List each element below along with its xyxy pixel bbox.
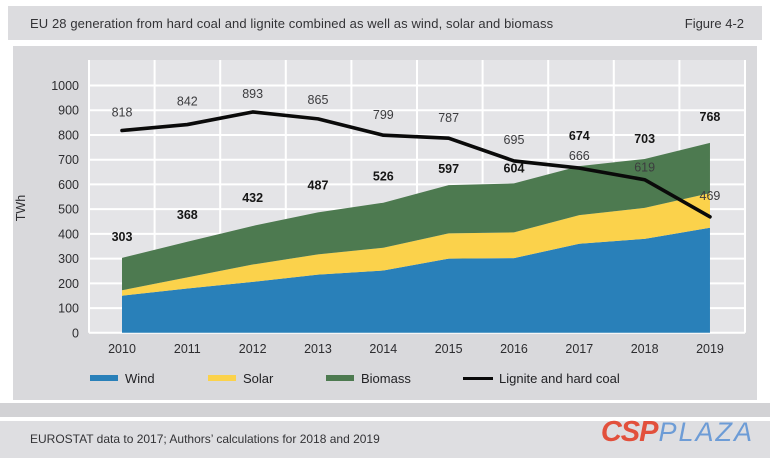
svg-text:597: 597 [438,162,459,176]
logo-csp-text: CSP [600,416,659,448]
svg-text:900: 900 [58,104,79,118]
svg-text:526: 526 [373,170,394,184]
svg-text:300: 300 [58,252,79,266]
svg-text:2014: 2014 [369,342,397,356]
svg-text:368: 368 [177,208,198,222]
svg-text:100: 100 [58,302,79,316]
svg-text:0: 0 [72,326,79,340]
svg-text:674: 674 [569,129,590,143]
source-note: EUROSTAT data to 2017; Authors’ calculat… [30,432,380,446]
wind-swatch-icon [90,375,118,381]
svg-text:768: 768 [700,110,721,124]
svg-text:2012: 2012 [239,342,267,356]
svg-text:500: 500 [58,203,79,217]
svg-text:432: 432 [242,191,263,205]
figure-header: EU 28 generation from hard coal and lign… [8,6,762,40]
svg-text:799: 799 [373,108,394,122]
svg-text:2011: 2011 [174,342,201,356]
svg-text:2015: 2015 [435,342,463,356]
legend-label-biomass: Biomass [361,370,411,386]
legend-item-biomass: Biomass [326,368,411,388]
svg-text:818: 818 [112,106,133,120]
chart-card: TWh 0 100 200 300 400 500 600 700 800 900 1000 2010… [13,46,757,400]
legend-label-solar: Solar [243,370,274,386]
svg-text:303: 303 [112,230,133,244]
svg-text:2013: 2013 [304,342,332,356]
svg-text:469: 469 [700,189,721,203]
svg-text:600: 600 [58,178,79,192]
svg-text:842: 842 [177,95,198,109]
footer-bar: EUROSTAT data to 2017; Authors’ calculat… [0,414,770,458]
svg-text:666: 666 [569,149,590,163]
svg-text:604: 604 [504,161,525,175]
legend-item-solar: Solar [208,368,273,388]
coal-line-swatch-icon [463,376,493,380]
svg-text:2019: 2019 [696,342,724,356]
bottom-band: EUROSTAT data to 2017; Authors’ calculat… [0,403,770,458]
biomass-swatch-icon [326,375,354,381]
logo-plaza-text: PLAZA [658,417,754,447]
svg-text:695: 695 [504,133,525,147]
svg-text:2010: 2010 [108,342,136,356]
svg-text:2016: 2016 [500,342,528,356]
svg-text:487: 487 [308,178,329,192]
figure-title: EU 28 generation from hard coal and lign… [30,15,554,31]
svg-text:700: 700 [58,153,79,167]
legend-label-wind: Wind [125,370,155,386]
csp-plaza-logo: CSPPLAZA [601,414,754,450]
svg-text:619: 619 [634,161,655,175]
solar-swatch-icon [208,375,236,381]
svg-text:2018: 2018 [631,342,659,356]
svg-text:2017: 2017 [565,342,593,356]
legend-item-lignite-hard-coal: Lignite and hard coal [463,368,620,388]
svg-text:200: 200 [58,277,79,291]
legend-item-wind: Wind [90,368,155,388]
svg-text:787: 787 [438,111,459,125]
svg-text:865: 865 [308,93,329,107]
svg-text:400: 400 [58,227,79,241]
chart-legend: Wind Solar Biomass Lignite and hard coal [13,368,757,390]
svg-text:703: 703 [634,132,655,146]
svg-text:1000: 1000 [51,79,79,93]
svg-text:893: 893 [242,87,263,101]
figure-number: Figure 4-2 [684,15,744,31]
svg-text:800: 800 [58,128,79,142]
chart-canvas: 0 100 200 300 400 500 600 700 800 900 1000 2010 2011… [51,60,746,356]
legend-label-lignite-hard-coal: Lignite and hard coal [499,370,620,386]
